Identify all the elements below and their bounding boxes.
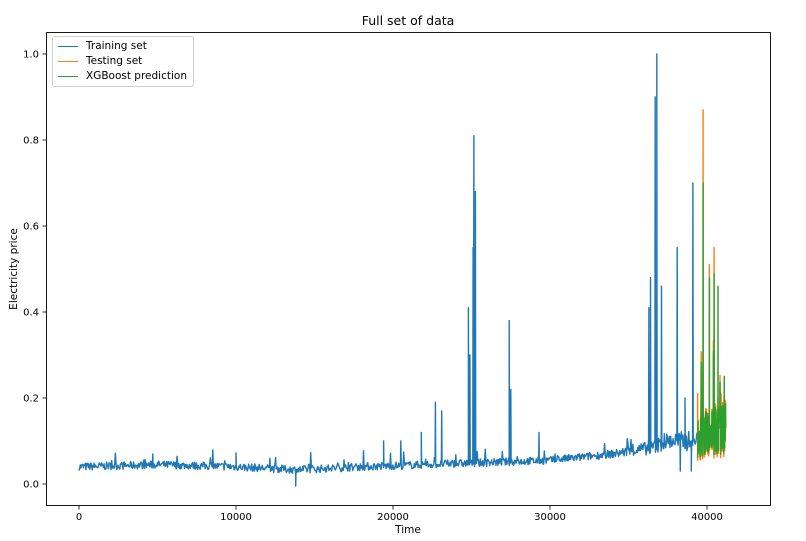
legend-item-training: Training set xyxy=(58,39,187,54)
y-tick-label: 0.8 xyxy=(23,136,39,147)
xgboost-line-swatch-icon xyxy=(58,76,78,77)
legend-item-testing: Testing set xyxy=(58,54,187,69)
y-tick-label: 0.0 xyxy=(23,480,39,491)
y-tick-label: 0.2 xyxy=(23,394,39,405)
y-axis: 0.0 0.2 0.4 0.6 0.8 1.0 xyxy=(23,50,47,491)
series-line-training-set xyxy=(78,53,699,487)
training-line-swatch-icon xyxy=(58,46,78,47)
legend-label: XGBoost prediction xyxy=(86,70,187,82)
series-line-xgboost-prediction xyxy=(696,182,727,458)
x-tick-label: 30000 xyxy=(534,512,566,523)
y-tick-label: 0.6 xyxy=(23,222,39,233)
x-tick-label: 40000 xyxy=(691,512,723,523)
y-axis-label: Electricity price xyxy=(8,228,20,310)
axes-frame xyxy=(46,32,771,506)
legend-item-xgboost: XGBoost prediction xyxy=(58,69,187,84)
y-tick-label: 1.0 xyxy=(23,50,39,61)
x-tick-label: 10000 xyxy=(220,512,252,523)
x-axis-label: Time xyxy=(394,524,421,536)
legend-label: Training set xyxy=(86,40,147,52)
data-layer xyxy=(78,53,727,487)
legend-label: Testing set xyxy=(86,55,143,67)
x-tick-label: 0 xyxy=(76,512,82,523)
x-axis: 0 10000 20000 30000 40000 xyxy=(76,505,723,523)
x-tick-label: 20000 xyxy=(377,512,409,523)
chart-title: Full set of data xyxy=(362,13,455,28)
legend: Training set Testing set XGBoost predict… xyxy=(52,36,194,87)
y-tick-label: 0.4 xyxy=(23,308,39,319)
testing-line-swatch-icon xyxy=(58,61,78,62)
